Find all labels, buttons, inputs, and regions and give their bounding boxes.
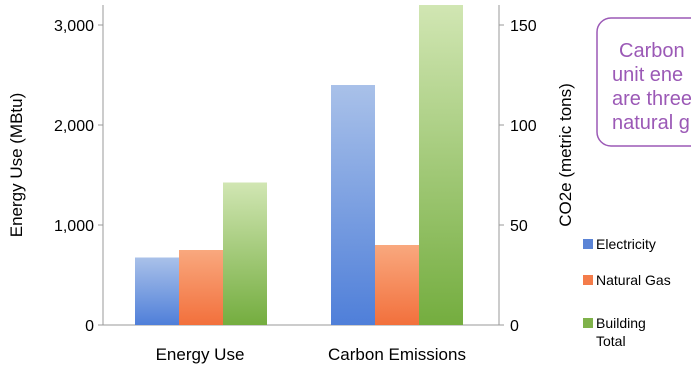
right-tick-label: 0	[510, 318, 519, 335]
category-label-energy-use: Energy Use	[156, 345, 245, 364]
left-tick-label: 2,000	[54, 118, 94, 135]
left-tick-label: 0	[85, 318, 94, 335]
left-axis-ticks: 0 1,000 2,000 3,000	[54, 18, 103, 335]
legend-label-total: Total	[596, 333, 626, 349]
legend-swatch-building-total	[583, 318, 593, 328]
legend-label-building: Building	[596, 315, 646, 331]
legend-label-natural-gas: Natural Gas	[596, 272, 671, 288]
annotation-line-1: Carbon	[619, 40, 685, 62]
bar-natural-gas-carbon-emissions	[375, 245, 419, 325]
right-tick-label: 50	[510, 218, 528, 235]
left-tick-label: 1,000	[54, 218, 94, 235]
legend-swatch-electricity	[583, 239, 593, 249]
right-axis-ticks: 0 50 100 150	[499, 18, 537, 335]
legend-swatch-natural-gas	[583, 275, 593, 285]
annotation-line-2: unit ene	[612, 64, 683, 86]
bar-building-total-energy-use	[223, 182, 267, 325]
bar-electricity-carbon-emissions	[331, 85, 375, 325]
legend: Electricity Natural Gas Building Total	[583, 236, 671, 349]
bar-electricity-energy-use	[135, 257, 179, 325]
left-tick-label: 3,000	[54, 18, 94, 35]
bar-natural-gas-energy-use	[179, 250, 223, 325]
annotation-line-4: natural g	[612, 112, 690, 134]
right-axis-title: CO2e (metric tons)	[556, 83, 575, 227]
left-axis-title: Energy Use (MBtu)	[7, 93, 26, 238]
right-tick-label: 100	[510, 118, 537, 135]
category-label-carbon-emissions: Carbon Emissions	[328, 345, 466, 364]
right-tick-label: 150	[510, 18, 537, 35]
annotation-callout-box	[596, 17, 691, 147]
bars-group	[135, 5, 463, 325]
annotation-line-3: are three	[612, 88, 691, 110]
legend-label-electricity: Electricity	[596, 236, 656, 252]
bar-building-total-carbon-emissions	[419, 5, 463, 325]
